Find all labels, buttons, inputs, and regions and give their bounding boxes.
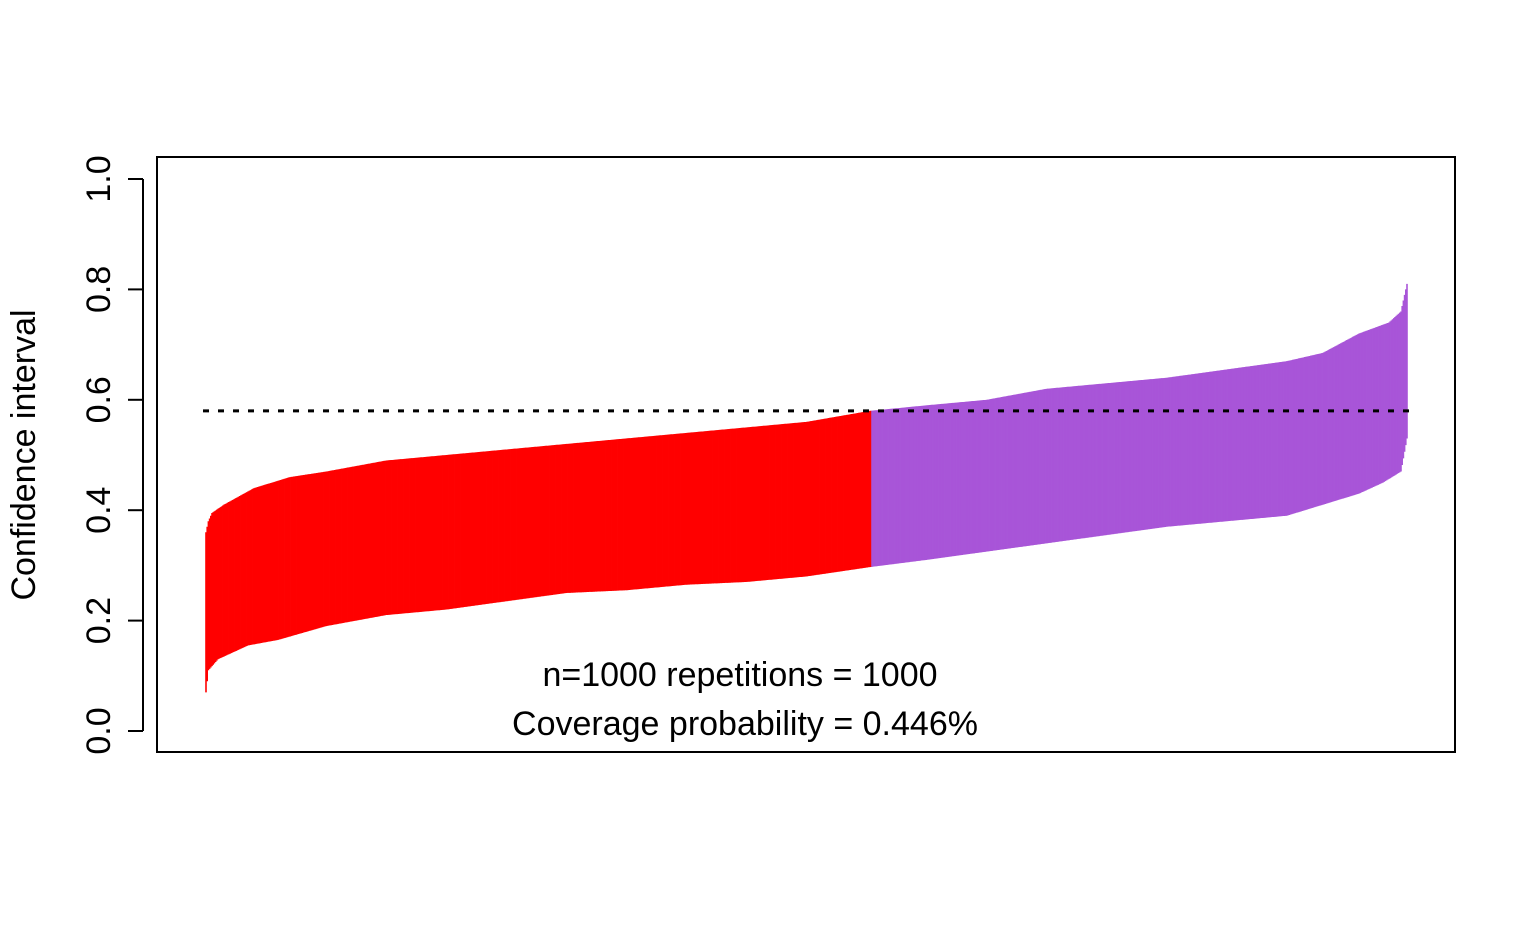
y-tick-label-2: 0.4 bbox=[80, 487, 118, 534]
y-axis-title: Confidence interval bbox=[5, 309, 43, 600]
y-axis: 0.0 0.2 0.4 0.6 0.8 1.0 bbox=[80, 155, 144, 755]
y-tick-label-3: 0.6 bbox=[80, 376, 118, 423]
y-tick-label-4: 0.8 bbox=[80, 266, 118, 313]
y-tick-label-5: 1.0 bbox=[80, 155, 118, 202]
y-tick-label-0: 0.0 bbox=[80, 707, 118, 754]
interval-bars bbox=[205, 283, 1408, 693]
y-tick-label-1: 0.2 bbox=[80, 597, 118, 644]
plot-frame bbox=[156, 156, 1456, 753]
annotation-coverage: Coverage probability = 0.446% bbox=[512, 705, 978, 743]
annotation-repetitions: n=1000 repetitions = 1000 bbox=[542, 656, 937, 694]
